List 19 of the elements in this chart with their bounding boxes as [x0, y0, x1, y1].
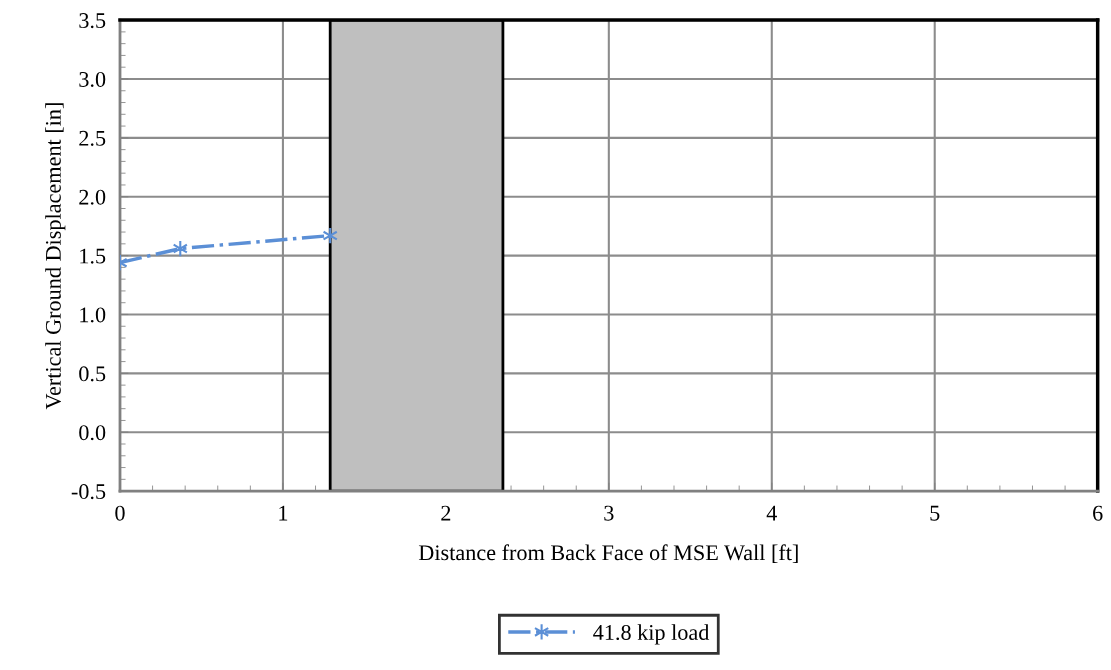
y-tick-label: 3.0	[79, 71, 106, 87]
x-axis-title: Distance from Back Face of MSE Wall [ft]	[418, 544, 798, 563]
y-tick-label: 0.5	[79, 366, 106, 382]
x-tick-label: 1	[279, 505, 288, 521]
y-tick-label: 2.0	[79, 189, 106, 205]
y-tick-label: 0.0	[79, 425, 106, 441]
x-tick-label: 3	[604, 505, 614, 521]
x-tick-label: 5	[930, 505, 940, 521]
x-tick-label: 0	[115, 505, 125, 521]
y-tick-label: -0.5	[71, 484, 106, 500]
x-tick-label: 2	[441, 505, 451, 521]
y-tick-label: 2.5	[79, 130, 106, 146]
y-tick-label: 1.0	[80, 307, 106, 323]
y-tick-label: 1.5	[80, 248, 106, 264]
legend-label: 41.8 kip load	[593, 624, 710, 645]
y-tick-label: 3.5	[79, 13, 106, 29]
x-tick-label: 4	[766, 505, 777, 521]
y-axis-title: Vertical Ground Displacement [in]	[45, 103, 66, 410]
x-tick-label: 6	[1093, 505, 1103, 521]
